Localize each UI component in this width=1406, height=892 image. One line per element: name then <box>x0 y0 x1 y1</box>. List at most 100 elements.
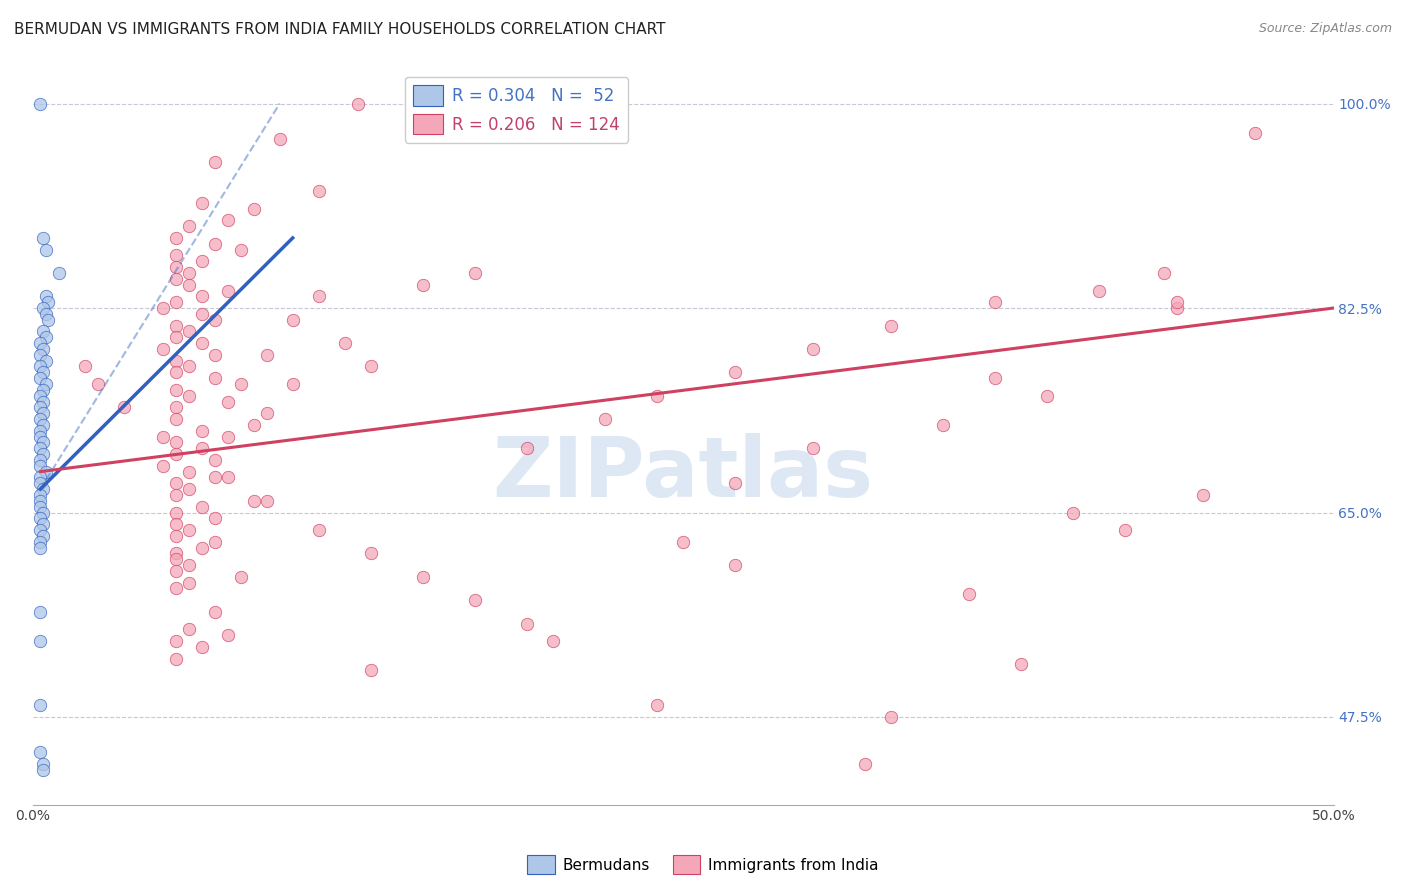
Point <box>34 307 56 321</box>
Point <box>165 231 187 245</box>
Point <box>724 365 747 379</box>
Point <box>165 651 187 665</box>
Point <box>177 558 200 573</box>
Point <box>256 348 278 362</box>
Point <box>360 546 382 560</box>
Point <box>165 295 187 310</box>
Point <box>32 417 55 432</box>
Point <box>152 458 174 473</box>
Point <box>1153 266 1175 280</box>
Point <box>957 587 980 601</box>
Point <box>30 541 52 555</box>
Point <box>204 605 226 619</box>
Point <box>165 318 187 333</box>
Point <box>32 301 55 315</box>
Point <box>217 628 239 642</box>
Point <box>333 336 356 351</box>
Point <box>190 289 212 303</box>
Point <box>165 412 187 426</box>
Point <box>30 458 52 473</box>
Point <box>30 371 52 385</box>
Point <box>177 359 200 374</box>
Point <box>1088 284 1111 298</box>
Point <box>242 493 264 508</box>
Point <box>30 493 52 508</box>
Point <box>1166 295 1188 310</box>
Text: Source: ZipAtlas.com: Source: ZipAtlas.com <box>1258 22 1392 36</box>
Point <box>190 307 212 321</box>
Point <box>281 312 304 326</box>
Point <box>190 336 212 351</box>
Point <box>30 476 52 491</box>
Point <box>229 570 252 584</box>
Point <box>152 342 174 356</box>
Point <box>32 394 55 409</box>
Point <box>165 330 187 344</box>
Point <box>30 442 52 456</box>
Point <box>34 289 56 303</box>
Point <box>112 401 135 415</box>
Point <box>190 500 212 514</box>
Point <box>165 634 187 648</box>
Point <box>269 131 291 145</box>
Point <box>724 558 747 573</box>
Point <box>30 389 52 403</box>
Point <box>1010 657 1032 672</box>
Point <box>152 429 174 443</box>
Point <box>672 534 695 549</box>
Point <box>30 348 52 362</box>
Point <box>217 213 239 227</box>
Point <box>217 284 239 298</box>
Point <box>801 442 824 456</box>
Text: BERMUDAN VS IMMIGRANTS FROM INDIA FAMILY HOUSEHOLDS CORRELATION CHART: BERMUDAN VS IMMIGRANTS FROM INDIA FAMILY… <box>14 22 665 37</box>
Point <box>541 634 564 648</box>
Point <box>37 312 59 326</box>
Point <box>34 465 56 479</box>
Point <box>177 325 200 339</box>
Point <box>165 546 187 560</box>
Point <box>30 336 52 351</box>
Point <box>30 605 52 619</box>
Point <box>30 424 52 438</box>
Point <box>412 277 434 292</box>
Point <box>464 593 486 607</box>
Point <box>308 523 330 537</box>
Point <box>30 634 52 648</box>
Point <box>281 376 304 391</box>
Point <box>32 756 55 771</box>
Point <box>48 266 70 280</box>
Point <box>932 417 955 432</box>
Point <box>217 429 239 443</box>
Point <box>165 365 187 379</box>
Point <box>242 417 264 432</box>
Point <box>204 534 226 549</box>
Point <box>256 406 278 420</box>
Point <box>1114 523 1136 537</box>
Point <box>177 523 200 537</box>
Point <box>32 506 55 520</box>
Legend: Bermudans, Immigrants from India: Bermudans, Immigrants from India <box>522 849 884 880</box>
Point <box>593 412 616 426</box>
Point <box>724 476 747 491</box>
Point <box>360 359 382 374</box>
Point <box>37 295 59 310</box>
Point <box>165 517 187 532</box>
Point <box>165 552 187 566</box>
Point <box>190 424 212 438</box>
Point <box>30 698 52 713</box>
Point <box>30 488 52 502</box>
Point <box>165 582 187 596</box>
Point <box>1166 301 1188 315</box>
Point <box>645 698 668 713</box>
Point <box>86 376 108 391</box>
Point <box>30 523 52 537</box>
Point <box>30 745 52 759</box>
Point <box>30 470 52 484</box>
Point <box>30 534 52 549</box>
Point <box>165 272 187 286</box>
Point <box>30 429 52 443</box>
Point <box>34 243 56 257</box>
Point <box>32 517 55 532</box>
Legend: R = 0.304   N =  52, R = 0.206   N = 124: R = 0.304 N = 52, R = 0.206 N = 124 <box>405 77 628 143</box>
Text: ZIPatlas: ZIPatlas <box>492 433 873 514</box>
